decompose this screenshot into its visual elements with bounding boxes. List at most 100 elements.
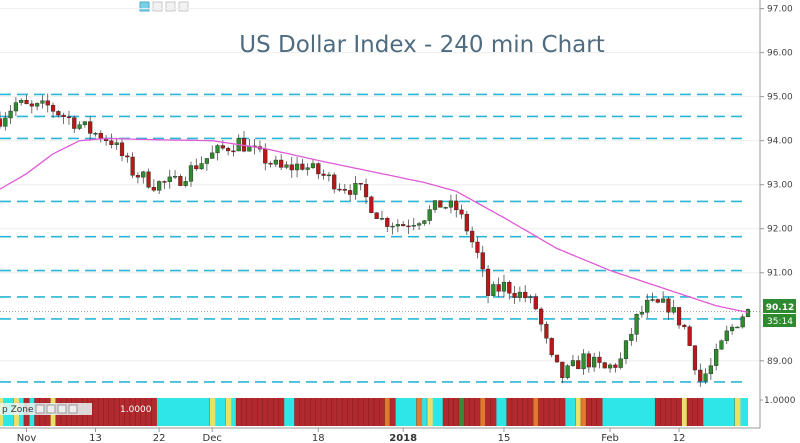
x-tick-label: 22 <box>153 433 166 443</box>
legend-box-icon[interactable] <box>46 404 56 414</box>
candle-body <box>263 148 268 164</box>
candle-body <box>374 212 379 219</box>
candle-body <box>289 164 294 171</box>
candle-body <box>443 207 448 209</box>
toolbar-box-icon[interactable] <box>178 1 189 12</box>
candle-body <box>279 159 284 168</box>
toolbar-box-icon[interactable] <box>165 1 176 12</box>
x-tick-label: 2018 <box>389 433 417 443</box>
candle-body <box>618 358 623 368</box>
zone-bar <box>458 398 465 426</box>
candle-body <box>708 365 713 375</box>
candle-body <box>576 360 581 370</box>
candle-body <box>199 163 204 170</box>
candlestick-series <box>0 93 751 387</box>
legend-box-icon[interactable] <box>57 404 67 414</box>
zone-bar <box>442 398 449 426</box>
zone-bar <box>363 398 370 426</box>
zone-bar <box>596 398 603 426</box>
zone-bar <box>135 398 141 426</box>
toolbar-checkbox-icon[interactable] <box>139 1 150 12</box>
candle-body <box>645 299 650 313</box>
candle-body <box>135 175 141 178</box>
candle-body <box>554 354 560 363</box>
candle-body <box>470 230 475 243</box>
candle-body <box>422 220 427 224</box>
toolbar-box-icon[interactable] <box>152 1 163 12</box>
legend-box-icon[interactable] <box>68 404 78 414</box>
candle-body <box>634 314 639 335</box>
zone-bar <box>336 398 343 426</box>
x-axis: Nov 13 22 Dec 18 2018 15 Feb 12 <box>17 428 685 443</box>
candle-body <box>390 225 395 228</box>
candle-body <box>353 183 358 195</box>
x-tick-label: Dec <box>203 433 222 443</box>
y-tick-label: 96.00 <box>767 49 793 59</box>
candle-body <box>141 171 146 178</box>
candle-body <box>432 200 438 210</box>
candle-body <box>687 326 692 346</box>
zone-bar <box>209 398 216 426</box>
candle-body <box>735 326 740 329</box>
chart-title: US Dollar Index - 240 min Chart <box>239 32 605 58</box>
last-price-label: 90.12 <box>766 303 794 313</box>
candle-body <box>88 121 93 134</box>
candle-body <box>586 353 591 368</box>
candle-body <box>491 284 496 296</box>
candle-body <box>507 282 512 294</box>
x-tick-label: 15 <box>498 433 511 443</box>
candle-body <box>454 200 459 211</box>
candle-body <box>496 284 501 292</box>
candle-body <box>183 181 188 186</box>
candle-body <box>480 252 485 270</box>
zone-bar <box>124 398 131 426</box>
zone-bar <box>305 398 311 426</box>
candle-body <box>698 369 703 382</box>
candle-body <box>416 223 422 226</box>
countdown-badge: 35:14 <box>763 314 796 327</box>
candle-body <box>369 196 374 213</box>
candle-body <box>294 163 300 171</box>
candle-body <box>45 100 50 106</box>
candle-body <box>358 183 363 185</box>
candle-body <box>448 200 454 208</box>
zone-bar <box>129 398 136 426</box>
candle-body <box>114 142 119 145</box>
candle-body <box>337 188 342 191</box>
legend-box-icon[interactable] <box>35 404 45 414</box>
candle-body <box>740 316 745 328</box>
candle-body <box>379 218 385 220</box>
candle-body <box>162 181 167 183</box>
candle-body <box>151 187 156 191</box>
candle-body <box>194 165 199 170</box>
candle-body <box>475 241 480 253</box>
candle-body <box>459 209 464 215</box>
candle-body <box>35 103 40 107</box>
candle-body <box>517 291 522 298</box>
candle-body <box>130 156 135 176</box>
candle-body <box>629 334 634 341</box>
zone-bar <box>575 398 582 426</box>
candle-body <box>215 145 220 154</box>
zone-bar <box>453 398 460 426</box>
candle-body <box>438 200 443 208</box>
candle-body <box>655 299 660 303</box>
candle-body <box>523 291 528 299</box>
candle-body <box>661 298 666 303</box>
zone-bar <box>257 398 263 426</box>
candle-body <box>613 364 618 368</box>
zone-bar <box>464 398 470 426</box>
candle-body <box>666 298 671 313</box>
x-tick-label: 13 <box>89 433 102 443</box>
candle-body <box>348 190 353 195</box>
zone-bar <box>103 398 110 426</box>
moving-average-series <box>0 137 749 314</box>
candle-body <box>300 163 305 170</box>
candle-body <box>13 102 19 112</box>
candle-body <box>50 104 56 112</box>
zone-bar <box>108 398 115 426</box>
last-price-badge-bg <box>763 299 796 313</box>
x-tick-label: Feb <box>601 433 619 443</box>
zone-bar <box>522 398 529 426</box>
